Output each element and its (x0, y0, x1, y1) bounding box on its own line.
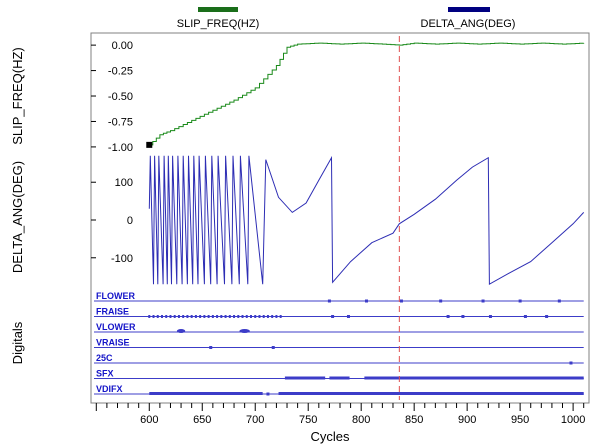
digital-event-dot (271, 346, 275, 349)
x-tick-label: 1000 (561, 414, 585, 426)
digital-event-bump (176, 329, 186, 333)
slip-y-ticks: 0.00 -0.25 -0.50 -0.75 -1.00 (91, 40, 133, 154)
digital-event-dash (237, 315, 240, 318)
digital-event-dash (156, 315, 159, 318)
digital-label-vraise: VRAISE (96, 338, 130, 348)
digital-event-dash (275, 315, 278, 318)
digital-event-dot (331, 315, 335, 318)
digital-event-dash (245, 315, 248, 318)
series-line-delta-ang (148, 155, 585, 286)
digital-event-dash (177, 315, 180, 318)
digital-event-dot (569, 361, 573, 365)
digital-event-bar (278, 392, 584, 395)
digital-channels: FLOWER FRAISE VLOWER VRAISE 25C SFX VDIFX (94, 291, 584, 396)
digital-event-dash (228, 315, 231, 318)
digital-event-dash (216, 315, 219, 318)
digital-event-dash (152, 315, 155, 318)
digital-event-dot (439, 299, 443, 303)
series-line-slip-freq (149, 42, 585, 146)
x-tick-label: 900 (458, 414, 476, 426)
digital-event-dot (266, 392, 270, 396)
digital-label-flower: FLOWER (96, 291, 135, 301)
digital-event-dash (220, 315, 223, 318)
x-tick-label: 750 (299, 414, 317, 426)
slip-y-tick-label: -0.25 (108, 66, 133, 78)
delta-y-ticks: 100 0 -100 (91, 177, 133, 265)
series-start-marker (146, 141, 153, 148)
digital-event-dot (399, 299, 403, 303)
chart-series (146, 42, 585, 286)
slip-y-tick-label: 0.00 (112, 40, 133, 52)
x-tick-label: 650 (193, 414, 211, 426)
digital-event-dash (194, 315, 197, 318)
digital-event-dash (279, 315, 282, 318)
digital-event-dash (207, 315, 210, 318)
digital-event-dash (182, 315, 185, 318)
digital-event-dot (488, 315, 492, 318)
digital-event-dash (186, 315, 189, 318)
chart-legend: SLIP_FREQ(HZ) DELTA_ANG(DEG) (177, 7, 516, 30)
digital-event-dash (224, 315, 227, 318)
digital-event-dash (254, 315, 257, 318)
slip-y-tick-label: -0.50 (108, 91, 133, 103)
digital-event-dash (148, 315, 151, 318)
x-axis-label: Cycles (310, 429, 350, 444)
digital-event-dash (262, 315, 265, 318)
x-tick-label: 800 (352, 414, 370, 426)
digital-event-dash (233, 315, 236, 318)
x-tick-label: 700 (246, 414, 264, 426)
digital-event-dot (346, 315, 350, 318)
digital-event-dot (209, 346, 213, 349)
x-axis-ticks: 600 650 700 750 800 850 900 950 1000 (95, 403, 585, 426)
digital-label-vlower: VLOWER (96, 322, 136, 332)
legend-swatch-delta-ang (448, 7, 490, 12)
digital-event-dash (249, 315, 252, 318)
y-axis-label-delta-ang: DELTA_ANG(DEG) (10, 161, 25, 273)
digital-label-vdifx: VDIFX (96, 384, 123, 394)
digital-event-bar (364, 376, 584, 380)
digital-event-dash (258, 315, 261, 318)
delta-y-tick-label: -100 (111, 253, 133, 265)
legend-label-delta-ang: DELTA_ANG(DEG) (421, 18, 516, 30)
digital-event-dash (160, 315, 163, 318)
digital-event-dash (199, 315, 202, 318)
digital-event-bar (149, 392, 263, 395)
legend-label-slip-freq: SLIP_FREQ(HZ) (177, 18, 260, 30)
digital-event-dash (190, 315, 193, 318)
digital-event-dash (271, 315, 274, 318)
y-axis-label-digitals: Digitals (10, 321, 25, 364)
x-tick-label: 950 (511, 414, 529, 426)
digital-event-dash (241, 315, 244, 318)
digital-event-dash (203, 315, 206, 318)
digital-event-dot (461, 315, 465, 318)
legend-swatch-slip-freq (198, 7, 238, 12)
digital-event-dash (173, 315, 176, 318)
digital-event-dot (518, 299, 522, 303)
digital-label-fraise: FRAISE (96, 307, 129, 317)
digital-event-dot (364, 299, 368, 303)
digital-event-dot (481, 299, 485, 303)
delta-y-tick-label: 0 (127, 215, 133, 227)
digital-label-sfx: SFX (96, 369, 114, 379)
digital-event-dot (446, 315, 450, 318)
digital-event-dash (266, 315, 269, 318)
slip-y-tick-label: -1.00 (108, 142, 133, 154)
digital-event-dot (557, 299, 561, 303)
digital-label-25c: 25C (96, 353, 113, 363)
digital-event-bar (284, 376, 326, 380)
y-axis-label-slip-freq: SLIP_FREQ(HZ) (10, 47, 25, 145)
digital-event-bar (329, 376, 350, 380)
digital-event-dot (327, 299, 331, 303)
digital-event-bump (239, 329, 250, 333)
digital-event-dot (545, 315, 549, 318)
digital-event-dash (211, 315, 214, 318)
digital-event-dash (165, 315, 168, 318)
delta-y-tick-label: 100 (115, 177, 133, 189)
x-tick-label: 850 (405, 414, 423, 426)
digital-event-dot (523, 315, 527, 318)
x-tick-label: 600 (140, 414, 158, 426)
digital-event-dash (169, 315, 172, 318)
slip-y-tick-label: -0.75 (108, 116, 133, 128)
